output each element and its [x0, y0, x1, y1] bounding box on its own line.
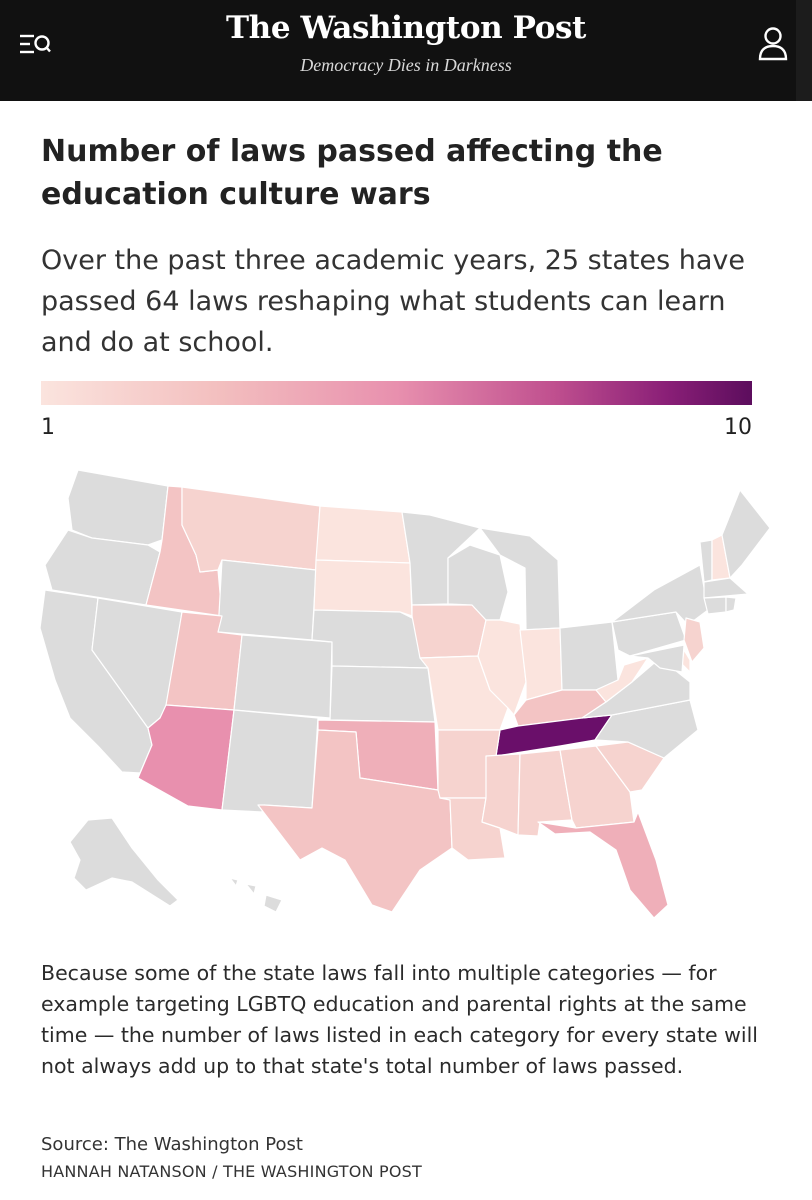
- state-texas[interactable]: [257, 729, 453, 913]
- state-mississippi[interactable]: [481, 753, 521, 836]
- legend-max-label: 10: [724, 415, 752, 440]
- state-south-dakota[interactable]: [313, 559, 413, 617]
- menu-search-icon[interactable]: [18, 30, 52, 60]
- state-wyoming[interactable]: [217, 559, 317, 641]
- state-hawaii[interactable]: [229, 877, 283, 913]
- legend-min-label: 1: [41, 415, 55, 440]
- graphic-subtitle: Over the past three academic years, 25 s…: [41, 245, 745, 358]
- scrollbar-edge: [796, 0, 812, 101]
- state-south-carolina[interactable]: [595, 741, 665, 793]
- user-icon[interactable]: [756, 26, 790, 62]
- site-logo[interactable]: The Washington Post: [226, 10, 586, 46]
- graphic-title: Number of laws passed affecting the educ…: [41, 134, 663, 212]
- state-ohio[interactable]: [559, 621, 619, 691]
- state-massachusetts[interactable]: [703, 577, 749, 599]
- color-legend-bar: [41, 381, 752, 405]
- state-maine[interactable]: [721, 489, 771, 579]
- state-iowa[interactable]: [411, 604, 487, 659]
- state-rhode-island[interactable]: [725, 596, 737, 613]
- state-indiana[interactable]: [519, 627, 563, 701]
- state-kansas[interactable]: [329, 665, 436, 723]
- state-montana[interactable]: [181, 486, 321, 573]
- state-colorado[interactable]: [233, 634, 333, 719]
- state-north-dakota[interactable]: [315, 505, 411, 564]
- state-new-jersey[interactable]: [683, 617, 705, 663]
- masthead: The Washington Post Democracy Dies in Da…: [0, 0, 812, 101]
- us-state-map: [39, 469, 771, 919]
- state-new-mexico[interactable]: [221, 709, 319, 813]
- state-florida[interactable]: [537, 811, 669, 919]
- state-alaska[interactable]: [69, 817, 179, 907]
- graphic-note: Because some of the state laws fall into…: [41, 961, 758, 1078]
- graphic-credit: HANNAH NATANSON / THE WASHINGTON POST: [41, 1162, 422, 1181]
- site-tagline: Democracy Dies in Darkness: [300, 55, 512, 75]
- state-maryland[interactable]: [629, 644, 685, 673]
- state-connecticut[interactable]: [703, 596, 727, 615]
- state-washington[interactable]: [67, 469, 169, 546]
- graphic-source: Source: The Washington Post: [41, 1134, 303, 1155]
